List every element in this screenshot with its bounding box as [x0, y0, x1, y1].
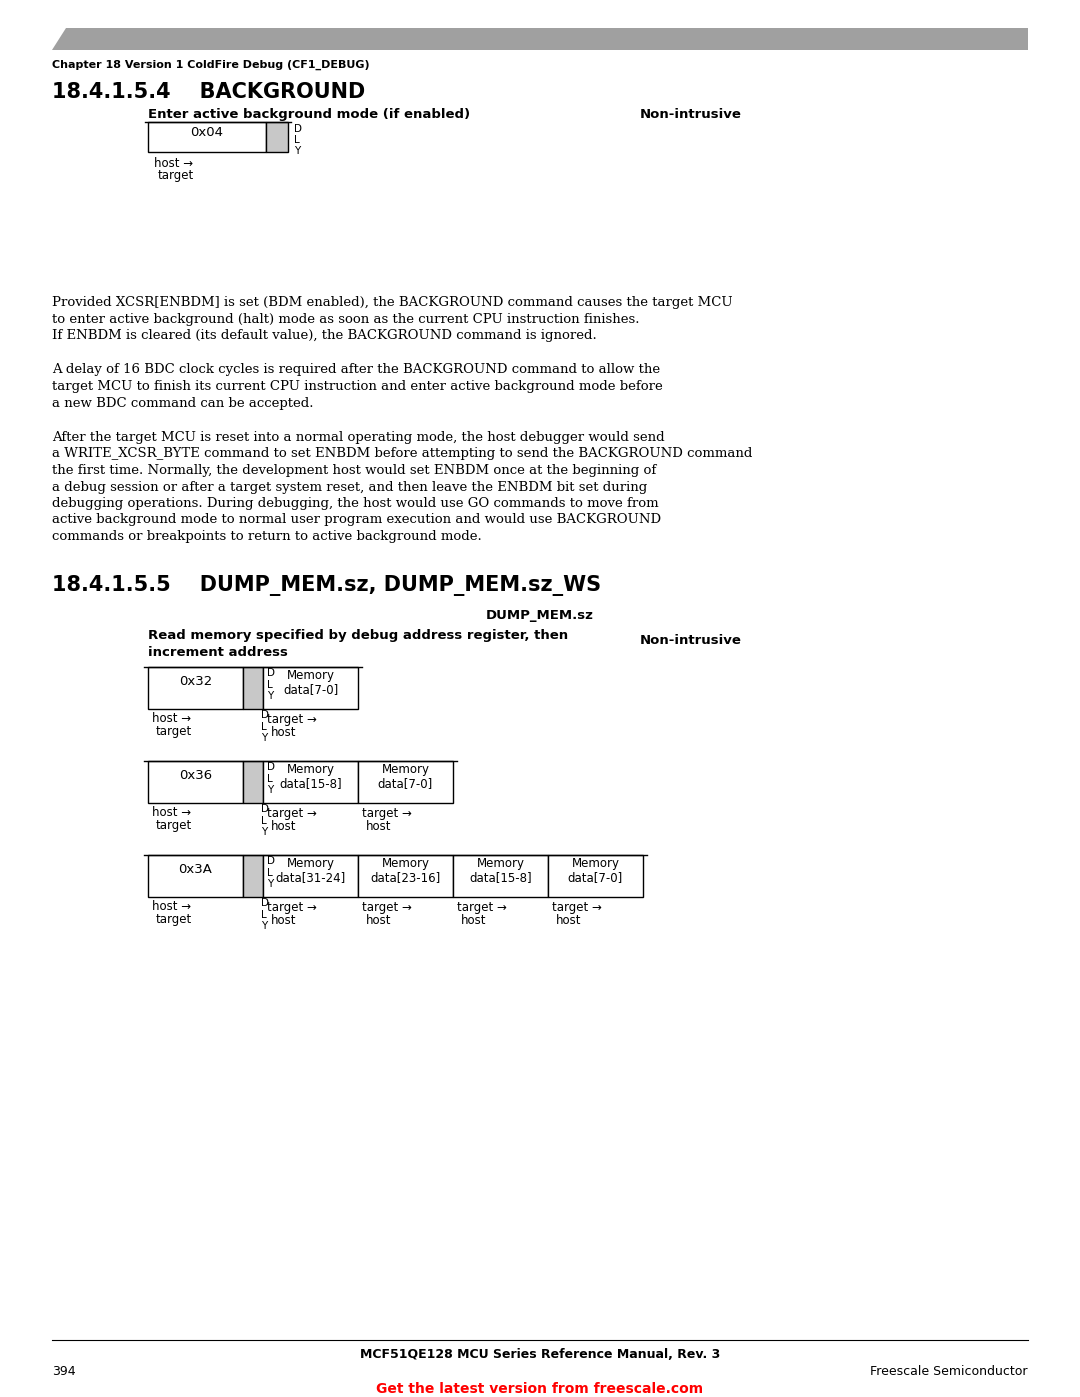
Text: Memory: Memory	[286, 858, 335, 870]
Text: data[15-8]: data[15-8]	[280, 778, 341, 791]
Polygon shape	[52, 28, 1028, 50]
Text: host: host	[461, 914, 486, 926]
Bar	[243, 855, 264, 897]
Text: Read memory specified by debug address register, then
increment address: Read memory specified by debug address r…	[148, 629, 568, 658]
Bar	[243, 666, 264, 708]
Bar	[266, 122, 288, 152]
Text: Memory: Memory	[286, 669, 335, 683]
Text: Provided XCSR[ENBDM] is set (BDM enabled), the BACKGROUND command causes the tar: Provided XCSR[ENBDM] is set (BDM enabled…	[52, 296, 732, 309]
Text: host: host	[556, 914, 581, 926]
Text: target →: target →	[552, 901, 602, 914]
Text: Get the latest version from freescale.com: Get the latest version from freescale.co…	[377, 1382, 703, 1396]
Bar	[357, 760, 453, 802]
Text: host: host	[366, 914, 391, 926]
Text: DUMP_MEM.sz: DUMP_MEM.sz	[486, 609, 594, 622]
Text: target →: target →	[267, 901, 316, 914]
Text: D
L
Y: D L Y	[294, 124, 302, 156]
Text: target →: target →	[362, 806, 411, 820]
Text: a new BDC command can be accepted.: a new BDC command can be accepted.	[52, 397, 313, 409]
Text: host: host	[271, 725, 297, 739]
Bar	[357, 855, 453, 897]
Text: Non-intrusive: Non-intrusive	[640, 633, 742, 647]
Text: D
L
Y: D L Y	[267, 669, 275, 701]
Text: target MCU to finish its current CPU instruction and enter active background mod: target MCU to finish its current CPU ins…	[52, 380, 663, 393]
Text: Memory: Memory	[476, 858, 525, 870]
Text: a WRITE_XCSR_BYTE command to set ENBDM before attempting to send the BACKGROUND : a WRITE_XCSR_BYTE command to set ENBDM b…	[52, 447, 753, 461]
Text: D
L
Y: D L Y	[261, 805, 269, 837]
Text: D
L
Y: D L Y	[267, 763, 275, 795]
Text: MCF51QE128 MCU Series Reference Manual, Rev. 3: MCF51QE128 MCU Series Reference Manual, …	[360, 1348, 720, 1361]
Text: If ENBDM is cleared (its default value), the BACKGROUND command is ignored.: If ENBDM is cleared (its default value),…	[52, 330, 597, 342]
Text: data[7-0]: data[7-0]	[378, 778, 433, 791]
Text: 18.4.1.5.5    DUMP_MEM.sz, DUMP_MEM.sz_WS: 18.4.1.5.5 DUMP_MEM.sz, DUMP_MEM.sz_WS	[52, 574, 602, 595]
Text: host: host	[271, 914, 297, 926]
Text: to enter active background (halt) mode as soon as the current CPU instruction fi: to enter active background (halt) mode a…	[52, 313, 639, 326]
Text: a debug session or after a target system reset, and then leave the ENBDM bit set: a debug session or after a target system…	[52, 481, 647, 493]
Text: host: host	[366, 820, 391, 833]
Text: 0x3A: 0x3A	[178, 863, 213, 876]
Bar	[148, 855, 243, 897]
Text: target →: target →	[362, 901, 411, 914]
Text: A delay of 16 BDC clock cycles is required after the BACKGROUND command to allow: A delay of 16 BDC clock cycles is requir…	[52, 363, 660, 377]
Text: 0x36: 0x36	[179, 768, 212, 782]
Text: target: target	[156, 914, 192, 926]
Text: Memory: Memory	[571, 858, 620, 870]
Text: host →: host →	[152, 712, 191, 725]
Text: After the target MCU is reset into a normal operating mode, the host debugger wo: After the target MCU is reset into a nor…	[52, 432, 664, 444]
Text: active background mode to normal user program execution and would use BACKGROUND: active background mode to normal user pr…	[52, 514, 661, 527]
Bar	[148, 760, 243, 802]
Text: Enter active background mode (if enabled): Enter active background mode (if enabled…	[148, 108, 470, 122]
Text: Memory: Memory	[381, 764, 430, 777]
Text: 18.4.1.5.4    BACKGROUND: 18.4.1.5.4 BACKGROUND	[52, 82, 365, 102]
Text: target →: target →	[267, 806, 316, 820]
Text: commands or breakpoints to return to active background mode.: commands or breakpoints to return to act…	[52, 529, 482, 543]
Bar	[453, 855, 548, 897]
Text: D
L
Y: D L Y	[267, 856, 275, 888]
Bar	[264, 855, 357, 897]
Text: target: target	[158, 169, 194, 182]
Bar	[148, 666, 243, 708]
Text: data[31-24]: data[31-24]	[275, 872, 346, 884]
Text: debugging operations. During debugging, the host would use GO commands to move f: debugging operations. During debugging, …	[52, 497, 659, 510]
Text: 0x32: 0x32	[179, 675, 212, 687]
Text: target: target	[156, 725, 192, 739]
Text: Memory: Memory	[381, 858, 430, 870]
Text: 0x04: 0x04	[190, 126, 224, 138]
Text: target →: target →	[267, 712, 316, 725]
Text: the first time. Normally, the development host would set ENBDM once at the begin: the first time. Normally, the developmen…	[52, 464, 657, 476]
Text: Chapter 18 Version 1 ColdFire Debug (CF1_DEBUG): Chapter 18 Version 1 ColdFire Debug (CF1…	[52, 60, 369, 70]
Text: D
L
Y: D L Y	[261, 898, 269, 930]
Text: host →: host →	[154, 156, 193, 170]
Text: host: host	[271, 820, 297, 833]
Text: D
L
Y: D L Y	[261, 711, 269, 743]
Bar	[264, 760, 357, 802]
Text: target →: target →	[457, 901, 507, 914]
Text: 394: 394	[52, 1365, 76, 1377]
Text: target: target	[156, 820, 192, 833]
Text: data[23-16]: data[23-16]	[370, 872, 441, 884]
Bar	[243, 760, 264, 802]
Text: data[7-0]: data[7-0]	[283, 683, 338, 697]
Bar	[548, 855, 643, 897]
Text: data[7-0]: data[7-0]	[568, 872, 623, 884]
Text: host →: host →	[152, 806, 191, 820]
Text: host →: host →	[152, 901, 191, 914]
Text: Memory: Memory	[286, 764, 335, 777]
Text: Freescale Semiconductor: Freescale Semiconductor	[870, 1365, 1028, 1377]
Text: Non-intrusive: Non-intrusive	[640, 108, 742, 122]
Text: data[15-8]: data[15-8]	[469, 872, 531, 884]
Bar	[148, 122, 266, 152]
Bar	[264, 666, 357, 708]
